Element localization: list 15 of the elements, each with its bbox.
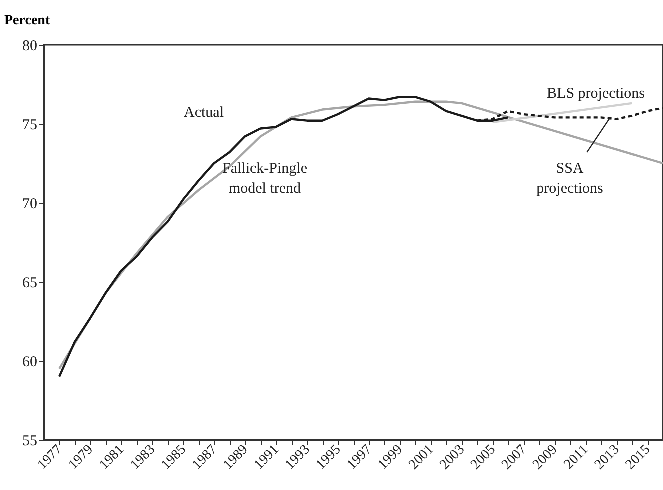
- annotation: BLS projections: [547, 86, 646, 102]
- y-tick-label: 65: [22, 276, 38, 292]
- line-series: [492, 102, 634, 124]
- y-axis-title: Percent: [4, 14, 50, 28]
- annotation: Fallick-Pingle model trend: [222, 161, 308, 197]
- annotation: Actual: [184, 105, 224, 121]
- x-tick-label: 2011: [562, 442, 592, 473]
- y-tick-label: 60: [22, 354, 38, 370]
- y-tick-label: 75: [22, 118, 38, 134]
- line-series: [58, 100, 663, 370]
- y-tick-label: 70: [22, 196, 38, 212]
- y-tick-label: 55: [22, 434, 38, 450]
- x-tick-label: 1991: [252, 442, 282, 473]
- annotation: SSA projections: [536, 161, 604, 197]
- y-tick-label: 80: [22, 38, 38, 54]
